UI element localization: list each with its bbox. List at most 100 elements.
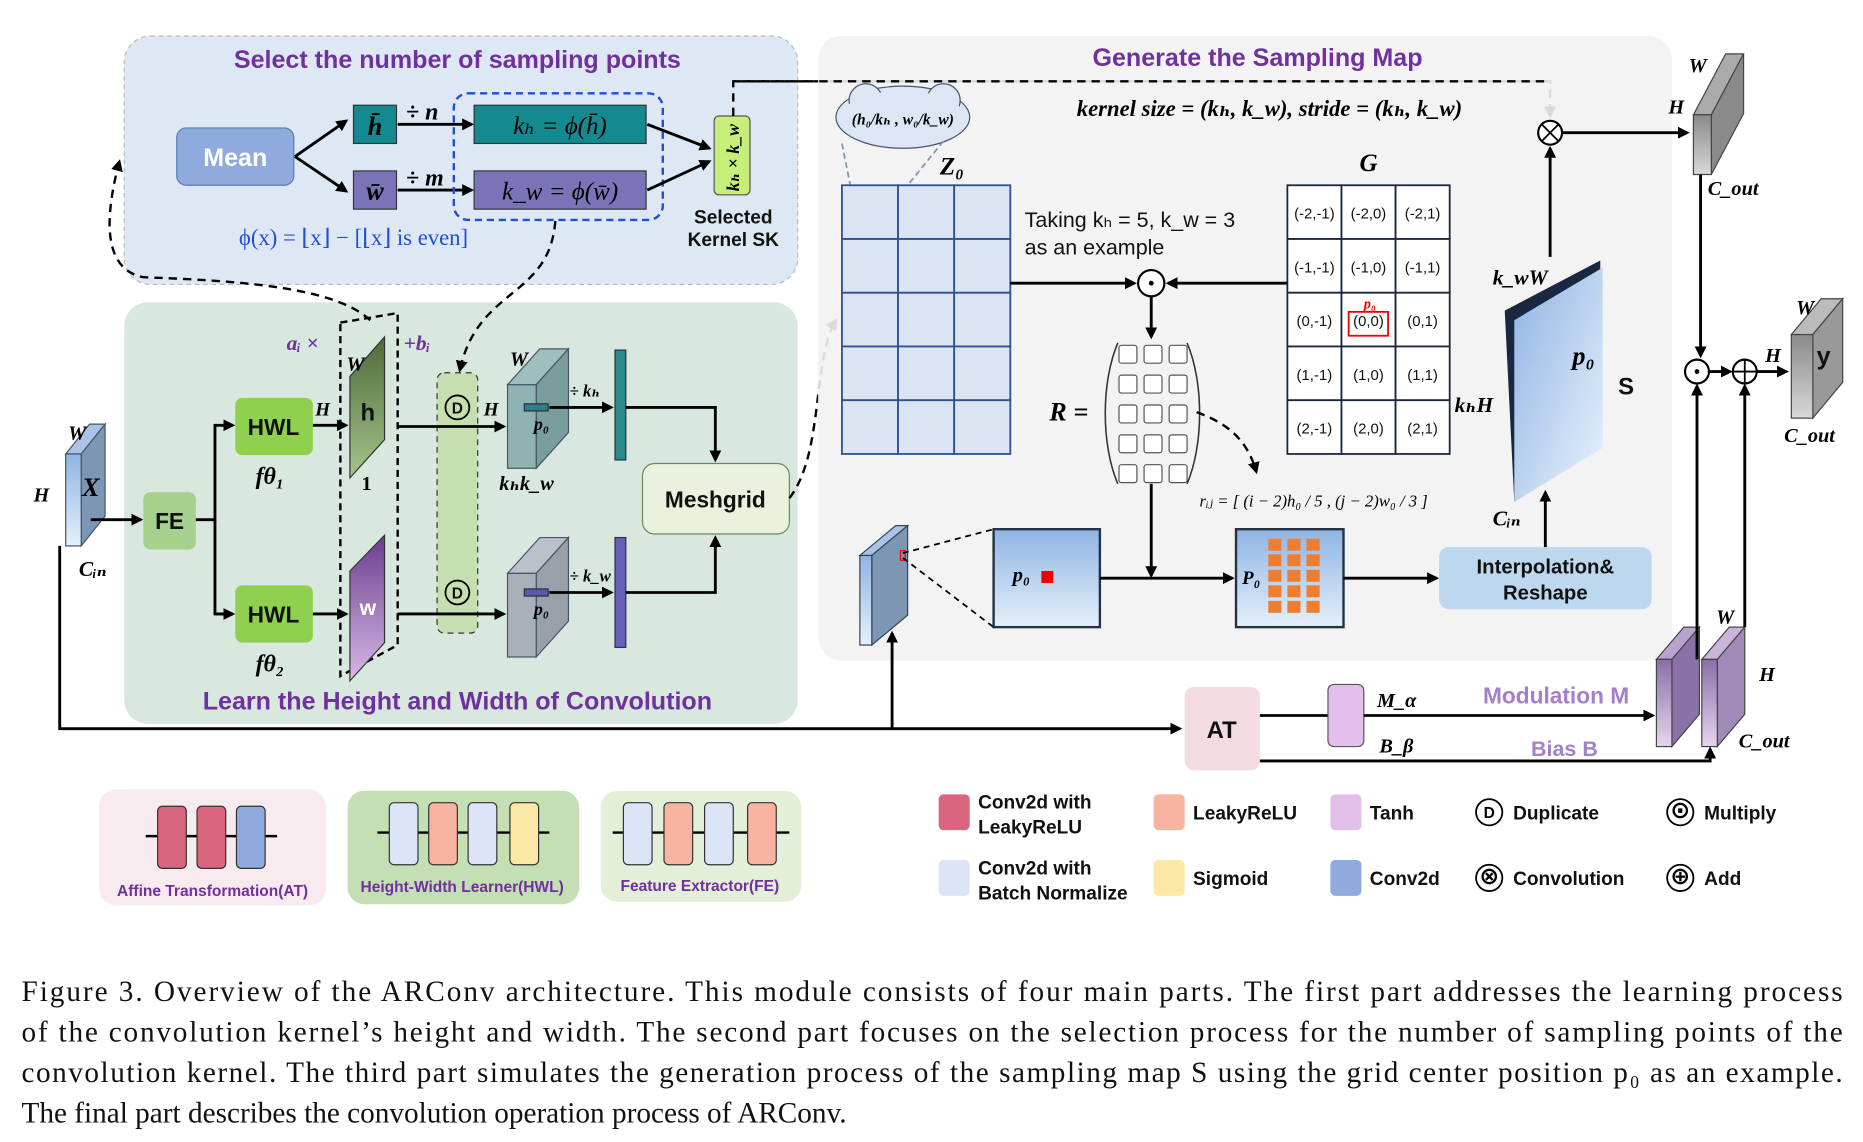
- legend-symbol: ⊗: [1479, 863, 1499, 890]
- output-y-tensor: y W H C_out: [1764, 297, 1844, 447]
- legend-label: Sigmoid: [1193, 869, 1268, 890]
- r-entry: [1143, 374, 1163, 394]
- svg-text:H: H: [32, 485, 50, 507]
- svg-text:H: H: [314, 400, 331, 421]
- svg-text:HWL: HWL: [248, 414, 300, 440]
- g-cell: [1394, 291, 1451, 348]
- learn-panel-title: Learn the Height and Width of Convolutio…: [203, 688, 712, 716]
- svg-text:B_β: B_β: [1378, 736, 1414, 758]
- svg-text:÷ kₕ: ÷ kₕ: [570, 382, 600, 401]
- legend-label: Batch Normalize: [978, 883, 1128, 904]
- svg-text:W: W: [1796, 297, 1816, 319]
- sampling-point: [1287, 554, 1301, 567]
- meshgrid-to-z0-arrow: [788, 318, 838, 499]
- sampling-point: [1306, 569, 1320, 582]
- sampling-points: [1268, 538, 1320, 613]
- svg-text:k_w = ϕ(w̄): k_w = ϕ(w̄): [502, 179, 618, 206]
- svg-text:Reshape: Reshape: [1503, 583, 1588, 605]
- svg-text:p₀: p₀: [532, 599, 549, 619]
- legend-item: Conv2d with Batch Normalize: [938, 858, 1128, 904]
- legend-item: Conv2d: [1330, 860, 1440, 896]
- output-section: W H C_out y W H C_out W: [58, 53, 1844, 771]
- svg-text:W: W: [510, 349, 530, 371]
- bracket-left: [1104, 342, 1119, 485]
- legend-label: Conv2d with: [978, 858, 1091, 879]
- svg-text:H: H: [1764, 345, 1782, 367]
- z0-cell: [841, 345, 899, 402]
- svg-text:C_out: C_out: [1739, 731, 1791, 753]
- sampling-point: [1306, 585, 1320, 598]
- r-entry: [1118, 344, 1138, 364]
- duplicate-icon: [1475, 798, 1504, 827]
- g-cell-label: (1,1): [1407, 367, 1438, 384]
- g-cell-label: (2,1): [1407, 421, 1438, 438]
- svg-text:Height-Width Learner(HWL): Height-Width Learner(HWL): [361, 879, 564, 896]
- caption-line: convolution kernel. The third part simul…: [21, 1057, 1842, 1089]
- svg-text:H: H: [483, 400, 500, 421]
- r-entry: [1143, 434, 1163, 454]
- sampling-map-panel: Generate the Sampling Map (h₀/kₕ , w₀/k_…: [733, 35, 1672, 661]
- svg-text:kₕk_w: kₕk_w: [499, 473, 554, 495]
- r-entry: [1168, 464, 1188, 484]
- r-entry: [1118, 464, 1138, 484]
- svg-text:Kernel SK: Kernel SK: [688, 230, 779, 251]
- r-entry: [1168, 344, 1188, 364]
- sk-to-conv-arrow: [732, 80, 1557, 119]
- z0-cell: [897, 399, 956, 455]
- g-cell: [1286, 238, 1343, 294]
- mean-box: Mean: [176, 127, 295, 186]
- svg-text:+bᵢ: +bᵢ: [404, 331, 431, 355]
- svg-text:Mean: Mean: [203, 144, 267, 172]
- z0-cell: [841, 291, 899, 348]
- r-entry: [1143, 344, 1163, 364]
- g-cell-label: (1,-1): [1297, 367, 1333, 384]
- z0-cell: [953, 399, 1012, 455]
- tanh-box: [1327, 683, 1365, 748]
- svg-text:k_wW: k_wW: [1493, 265, 1550, 289]
- convolution-icon: [1475, 863, 1504, 892]
- g-cell-label: (-2,1): [1405, 206, 1441, 223]
- svg-text:W: W: [1689, 55, 1709, 77]
- z0-cell: [953, 238, 1012, 294]
- sampling-point: [1287, 569, 1301, 582]
- g-cell: [1394, 345, 1451, 402]
- legend-label: Tanh: [1370, 803, 1414, 824]
- bias-tensor: W H C_out: [1700, 607, 1791, 753]
- legend-item: ⊗ Convolution: [1475, 863, 1624, 892]
- svg-text:H: H: [1758, 664, 1776, 686]
- w-offset-bar: [614, 536, 627, 649]
- svg-text:W: W: [68, 423, 88, 445]
- legend-items: Conv2d with LeakyReLU LeakyReLU Tanh D Duplic…: [938, 793, 1777, 904]
- legend-label: LeakyReLU: [1193, 803, 1297, 824]
- sampling-panel-title: Generate the Sampling Map: [1092, 44, 1422, 72]
- g-cell-label: (0,-1): [1297, 313, 1333, 330]
- z0-cell: [897, 345, 956, 402]
- kw-offset-tensor: p₀: [506, 536, 570, 659]
- svg-text:HWL: HWL: [248, 601, 300, 627]
- svg-text:w: w: [358, 596, 376, 620]
- legend-at: Affine Transformation(AT): [99, 789, 327, 906]
- z0-cell: [841, 238, 899, 294]
- sampling-point: [1287, 538, 1301, 551]
- g-cell-label: (-1,1): [1405, 259, 1441, 276]
- svg-text:1: 1: [362, 473, 372, 495]
- svg-text:as an example: as an example: [1025, 236, 1165, 260]
- meshgrid-box: [641, 462, 790, 535]
- affine-dashed-group: [339, 311, 399, 679]
- w-map: [349, 533, 386, 683]
- r-entry: [1168, 434, 1188, 454]
- g-offset-grid: (-2,-1) (-2,0) (-2,1) (-1,-1) (-1,0) (-1,1) (0…: [1286, 184, 1451, 455]
- svg-text:C_out: C_out: [1708, 178, 1760, 200]
- svg-text:P₀: P₀: [1241, 568, 1260, 589]
- select-sampling-panel: Select the number of sampling points Mea…: [123, 35, 799, 285]
- legend-item: Sigmoid: [1153, 860, 1268, 896]
- svg-text:kₕ = ϕ(h̄): kₕ = ϕ(h̄): [513, 113, 607, 140]
- svg-text:G: G: [1360, 150, 1378, 177]
- legend-swatch: [1153, 794, 1185, 831]
- caption-line: Figure 3. Overview of the ARConv archite…: [21, 976, 1842, 1008]
- hwl-box-2: [235, 585, 313, 643]
- svg-text:W: W: [346, 353, 366, 375]
- g-cell-label: (-1,-1): [1294, 259, 1335, 276]
- caption-line: of the convolution kernel’s height and w…: [21, 1017, 1842, 1049]
- svg-text:fθ₁: fθ₁: [256, 464, 285, 490]
